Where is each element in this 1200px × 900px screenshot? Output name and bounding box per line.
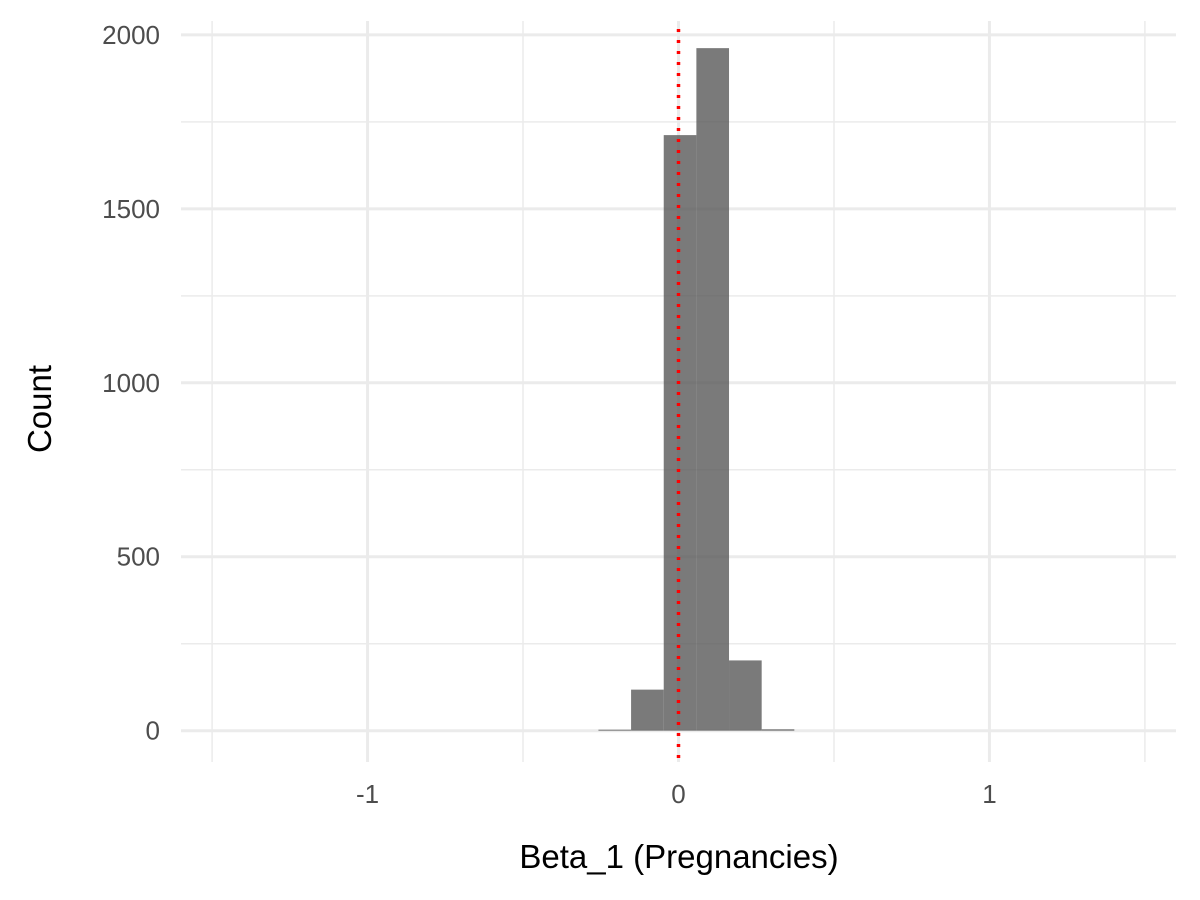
tick-labels: -1 0 1 0 500 1000 1500 2000 [102,20,997,809]
y-tick-label: 500 [117,542,160,572]
y-tick-label: 2000 [102,20,160,50]
histogram-bar-5 [729,660,762,731]
histogram-bar-6 [761,729,795,731]
histogram-bar-3 [663,135,697,731]
x-tick-label: -1 [356,779,379,809]
y-tick-label: 1000 [102,368,160,398]
x-tick-label: 0 [671,779,685,809]
y-tick-label: 0 [146,716,160,746]
histogram-bar-4 [696,48,730,731]
y-tick-label: 1500 [102,194,160,224]
histogram-bar-1 [598,729,632,731]
x-tick-label: 1 [982,779,996,809]
y-axis-title: Count [21,365,58,453]
histogram-bars [598,48,795,731]
histogram-bar-2 [631,689,664,731]
x-axis-title: Beta_1 (Pregnancies) [519,838,838,875]
